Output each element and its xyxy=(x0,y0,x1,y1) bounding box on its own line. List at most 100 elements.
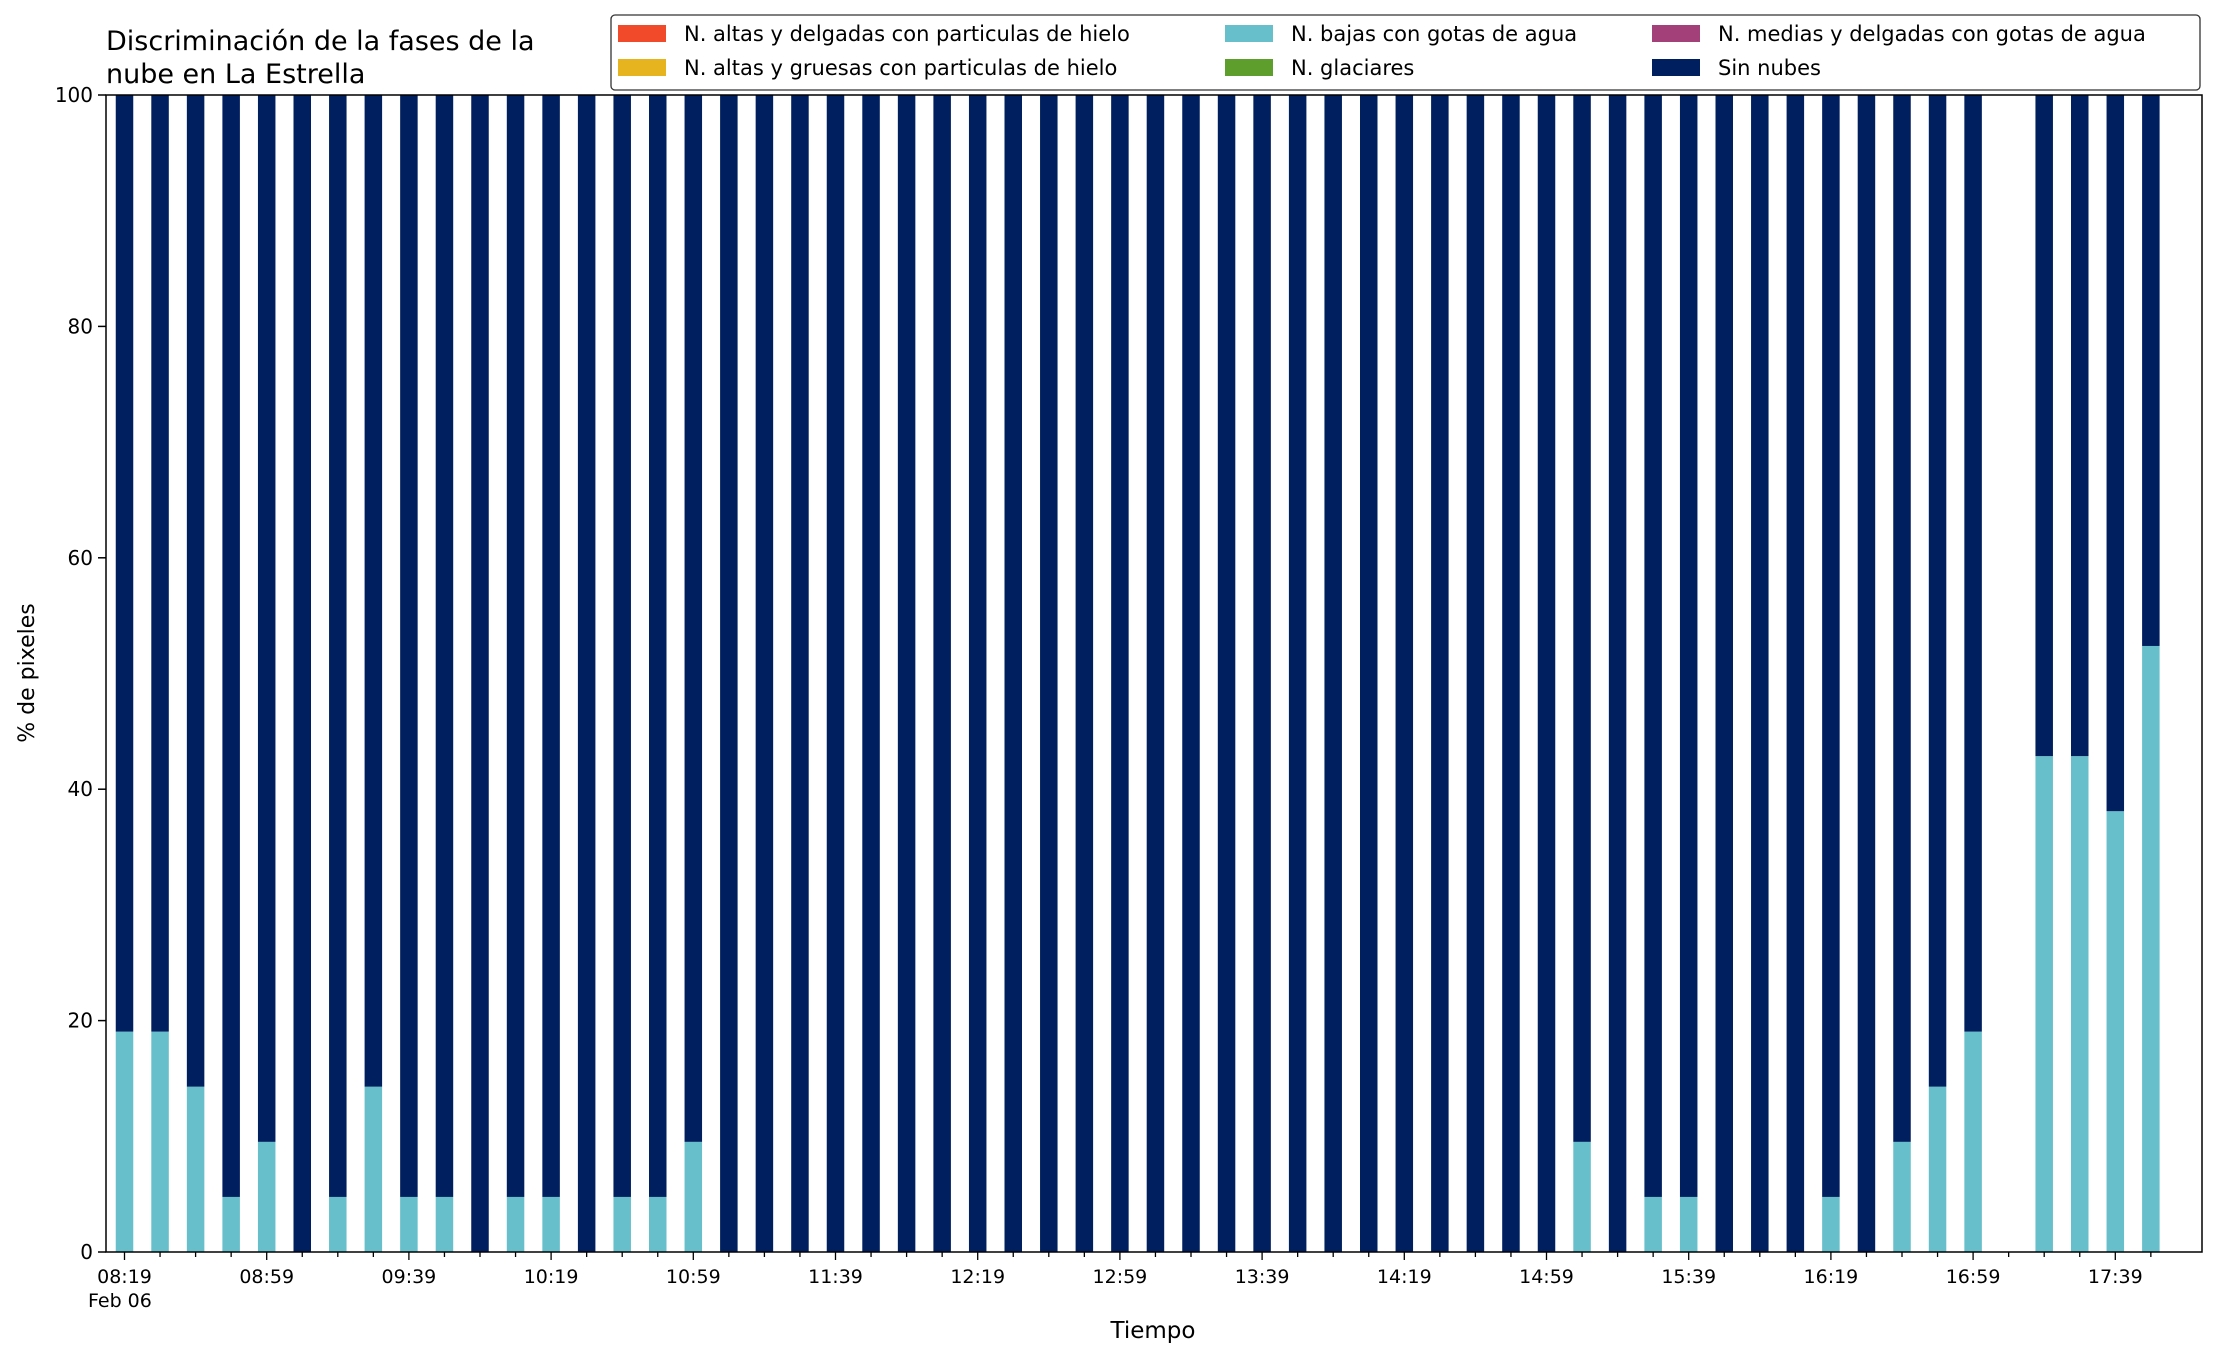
bar-bajas-41 xyxy=(1573,1141,1591,1252)
bar-bajas-11 xyxy=(506,1196,525,1252)
bar-sin-nubes-18 xyxy=(755,95,774,1252)
bar-sin-nubes-45 xyxy=(1715,95,1733,1252)
y-tick-label-20: 20 xyxy=(68,1009,93,1033)
legend-swatch-3 xyxy=(618,59,666,76)
plot-frame xyxy=(105,94,2203,1253)
legend-swatch-0 xyxy=(618,25,666,42)
bar-sin-nubes-29 xyxy=(1146,95,1165,1252)
bar-bajas-3 xyxy=(222,1196,240,1252)
bar-bajas-8 xyxy=(400,1196,418,1252)
bar-sin-nubes-21 xyxy=(862,95,880,1252)
y-tick-label-100: 100 xyxy=(55,83,93,107)
bar-sin-nubes-49 xyxy=(1857,95,1876,1252)
chart-title-line-1: Discriminación de la fases de la xyxy=(106,26,535,57)
bar-bajas-57 xyxy=(2142,645,2160,1252)
bar-bajas-48 xyxy=(1822,1196,1840,1252)
bar-sin-nubes-6 xyxy=(329,95,347,1197)
x-tick-label-1059: 10:59 xyxy=(666,1266,721,1288)
legend-label-2: N. medias y delgadas con gotas de agua xyxy=(1718,22,2146,46)
bar-sin-nubes-11 xyxy=(506,95,525,1197)
y-axis-label: % de pixeles xyxy=(15,603,40,742)
bar-bajas-1 xyxy=(151,1031,169,1252)
bar-bajas-44 xyxy=(1679,1196,1698,1252)
bar-sin-nubes-41 xyxy=(1573,95,1591,1142)
x-tick-label-1539: 15:39 xyxy=(1661,1266,1716,1288)
legend-label-1: N. bajas con gotas de agua xyxy=(1291,22,1577,46)
bar-sin-nubes-39 xyxy=(1502,95,1520,1252)
bar-sin-nubes-42 xyxy=(1608,95,1627,1252)
bar-sin-nubes-22 xyxy=(897,95,916,1252)
y-tick-label-60: 60 xyxy=(68,546,93,570)
bar-sin-nubes-16 xyxy=(684,95,703,1142)
legend-label-0: N. altas y delgadas con particulas de hi… xyxy=(684,22,1130,46)
bar-sin-nubes-4 xyxy=(257,95,276,1142)
bar-sin-nubes-1 xyxy=(151,95,169,1032)
bar-sin-nubes-38 xyxy=(1466,95,1485,1252)
bar-bajas-56 xyxy=(2106,811,2125,1252)
bar-sin-nubes-46 xyxy=(1751,95,1769,1252)
bar-sin-nubes-30 xyxy=(1182,95,1200,1252)
bar-bajas-0 xyxy=(115,1031,134,1252)
x-tick-label-0859: 08:59 xyxy=(239,1266,294,1288)
bar-sin-nubes-27 xyxy=(1075,95,1094,1252)
bar-bajas-51 xyxy=(1928,1086,1947,1252)
bar-sin-nubes-55 xyxy=(2071,95,2089,757)
bar-bajas-55 xyxy=(2071,756,2089,1252)
bar-sin-nubes-26 xyxy=(1040,95,1058,1252)
bar-bajas-15 xyxy=(649,1196,667,1252)
legend-swatch-2 xyxy=(1652,25,1700,42)
legend-swatch-5 xyxy=(1652,59,1700,76)
bar-sin-nubes-10 xyxy=(471,95,489,1252)
bar-bajas-4 xyxy=(257,1141,276,1252)
y-tick-label-0: 0 xyxy=(80,1240,93,1264)
bar-sin-nubes-14 xyxy=(613,95,631,1197)
bar-bajas-6 xyxy=(329,1196,347,1252)
bar-sin-nubes-3 xyxy=(222,95,240,1197)
bar-bajas-12 xyxy=(542,1196,560,1252)
bar-sin-nubes-32 xyxy=(1253,95,1271,1252)
bar-sin-nubes-51 xyxy=(1928,95,1947,1087)
x-tick-label-1019: 10:19 xyxy=(524,1266,579,1288)
bar-bajas-54 xyxy=(2035,756,2053,1252)
bar-sin-nubes-24 xyxy=(968,95,987,1252)
bar-sin-nubes-56 xyxy=(2106,95,2125,812)
bar-sin-nubes-57 xyxy=(2142,95,2160,646)
bar-bajas-43 xyxy=(1644,1196,1662,1252)
bar-sin-nubes-36 xyxy=(1395,95,1414,1252)
legend-swatch-4 xyxy=(1225,59,1273,76)
bar-bajas-9 xyxy=(435,1196,454,1252)
bar-sin-nubes-17 xyxy=(720,95,738,1252)
bar-sin-nubes-15 xyxy=(649,95,667,1197)
x-tick-label-0819: 08:19 xyxy=(97,1266,152,1288)
x-tick-label-1259: 12:59 xyxy=(1093,1266,1148,1288)
bar-bajas-7 xyxy=(364,1086,383,1252)
x-tick-label-1459: 14:59 xyxy=(1519,1266,1574,1288)
x-tick-label-1339: 13:39 xyxy=(1235,1266,1290,1288)
x-tick-label-1139: 11:39 xyxy=(808,1266,863,1288)
bar-sin-nubes-54 xyxy=(2035,95,2053,757)
chart-title-line-2: nube en La Estrella xyxy=(106,59,365,90)
legend-swatch-1 xyxy=(1225,25,1273,42)
bar-sin-nubes-25 xyxy=(1004,95,1022,1252)
bar-sin-nubes-34 xyxy=(1324,95,1342,1252)
x-axis: 08:19 08:59 09:39 10:19 10:59 11:39 12:19 12:59… xyxy=(97,1252,2152,1288)
bar-sin-nubes-7 xyxy=(364,95,383,1087)
bar-sin-nubes-35 xyxy=(1360,95,1378,1252)
bar-sin-nubes-2 xyxy=(186,95,205,1087)
x-tick-label-1619: 16:19 xyxy=(1804,1266,1859,1288)
x-tick-label-0939: 09:39 xyxy=(382,1266,437,1288)
bar-sin-nubes-5 xyxy=(293,95,311,1252)
bar-sin-nubes-13 xyxy=(577,95,596,1252)
bar-sin-nubes-48 xyxy=(1822,95,1840,1197)
bar-sin-nubes-52 xyxy=(1964,95,1982,1032)
y-tick-label-80: 80 xyxy=(68,314,93,338)
bar-sin-nubes-43 xyxy=(1644,95,1662,1197)
bar-sin-nubes-44 xyxy=(1679,95,1698,1197)
legend: N. altas y delgadas con particulas de hi… xyxy=(610,14,2201,91)
bars-group xyxy=(115,95,2160,1252)
bar-sin-nubes-40 xyxy=(1537,95,1556,1252)
bar-sin-nubes-33 xyxy=(1288,95,1307,1252)
bar-sin-nubes-47 xyxy=(1786,95,1805,1252)
y-axis: 0 20 40 60 80 100 xyxy=(55,83,106,1264)
bar-sin-nubes-9 xyxy=(435,95,454,1197)
